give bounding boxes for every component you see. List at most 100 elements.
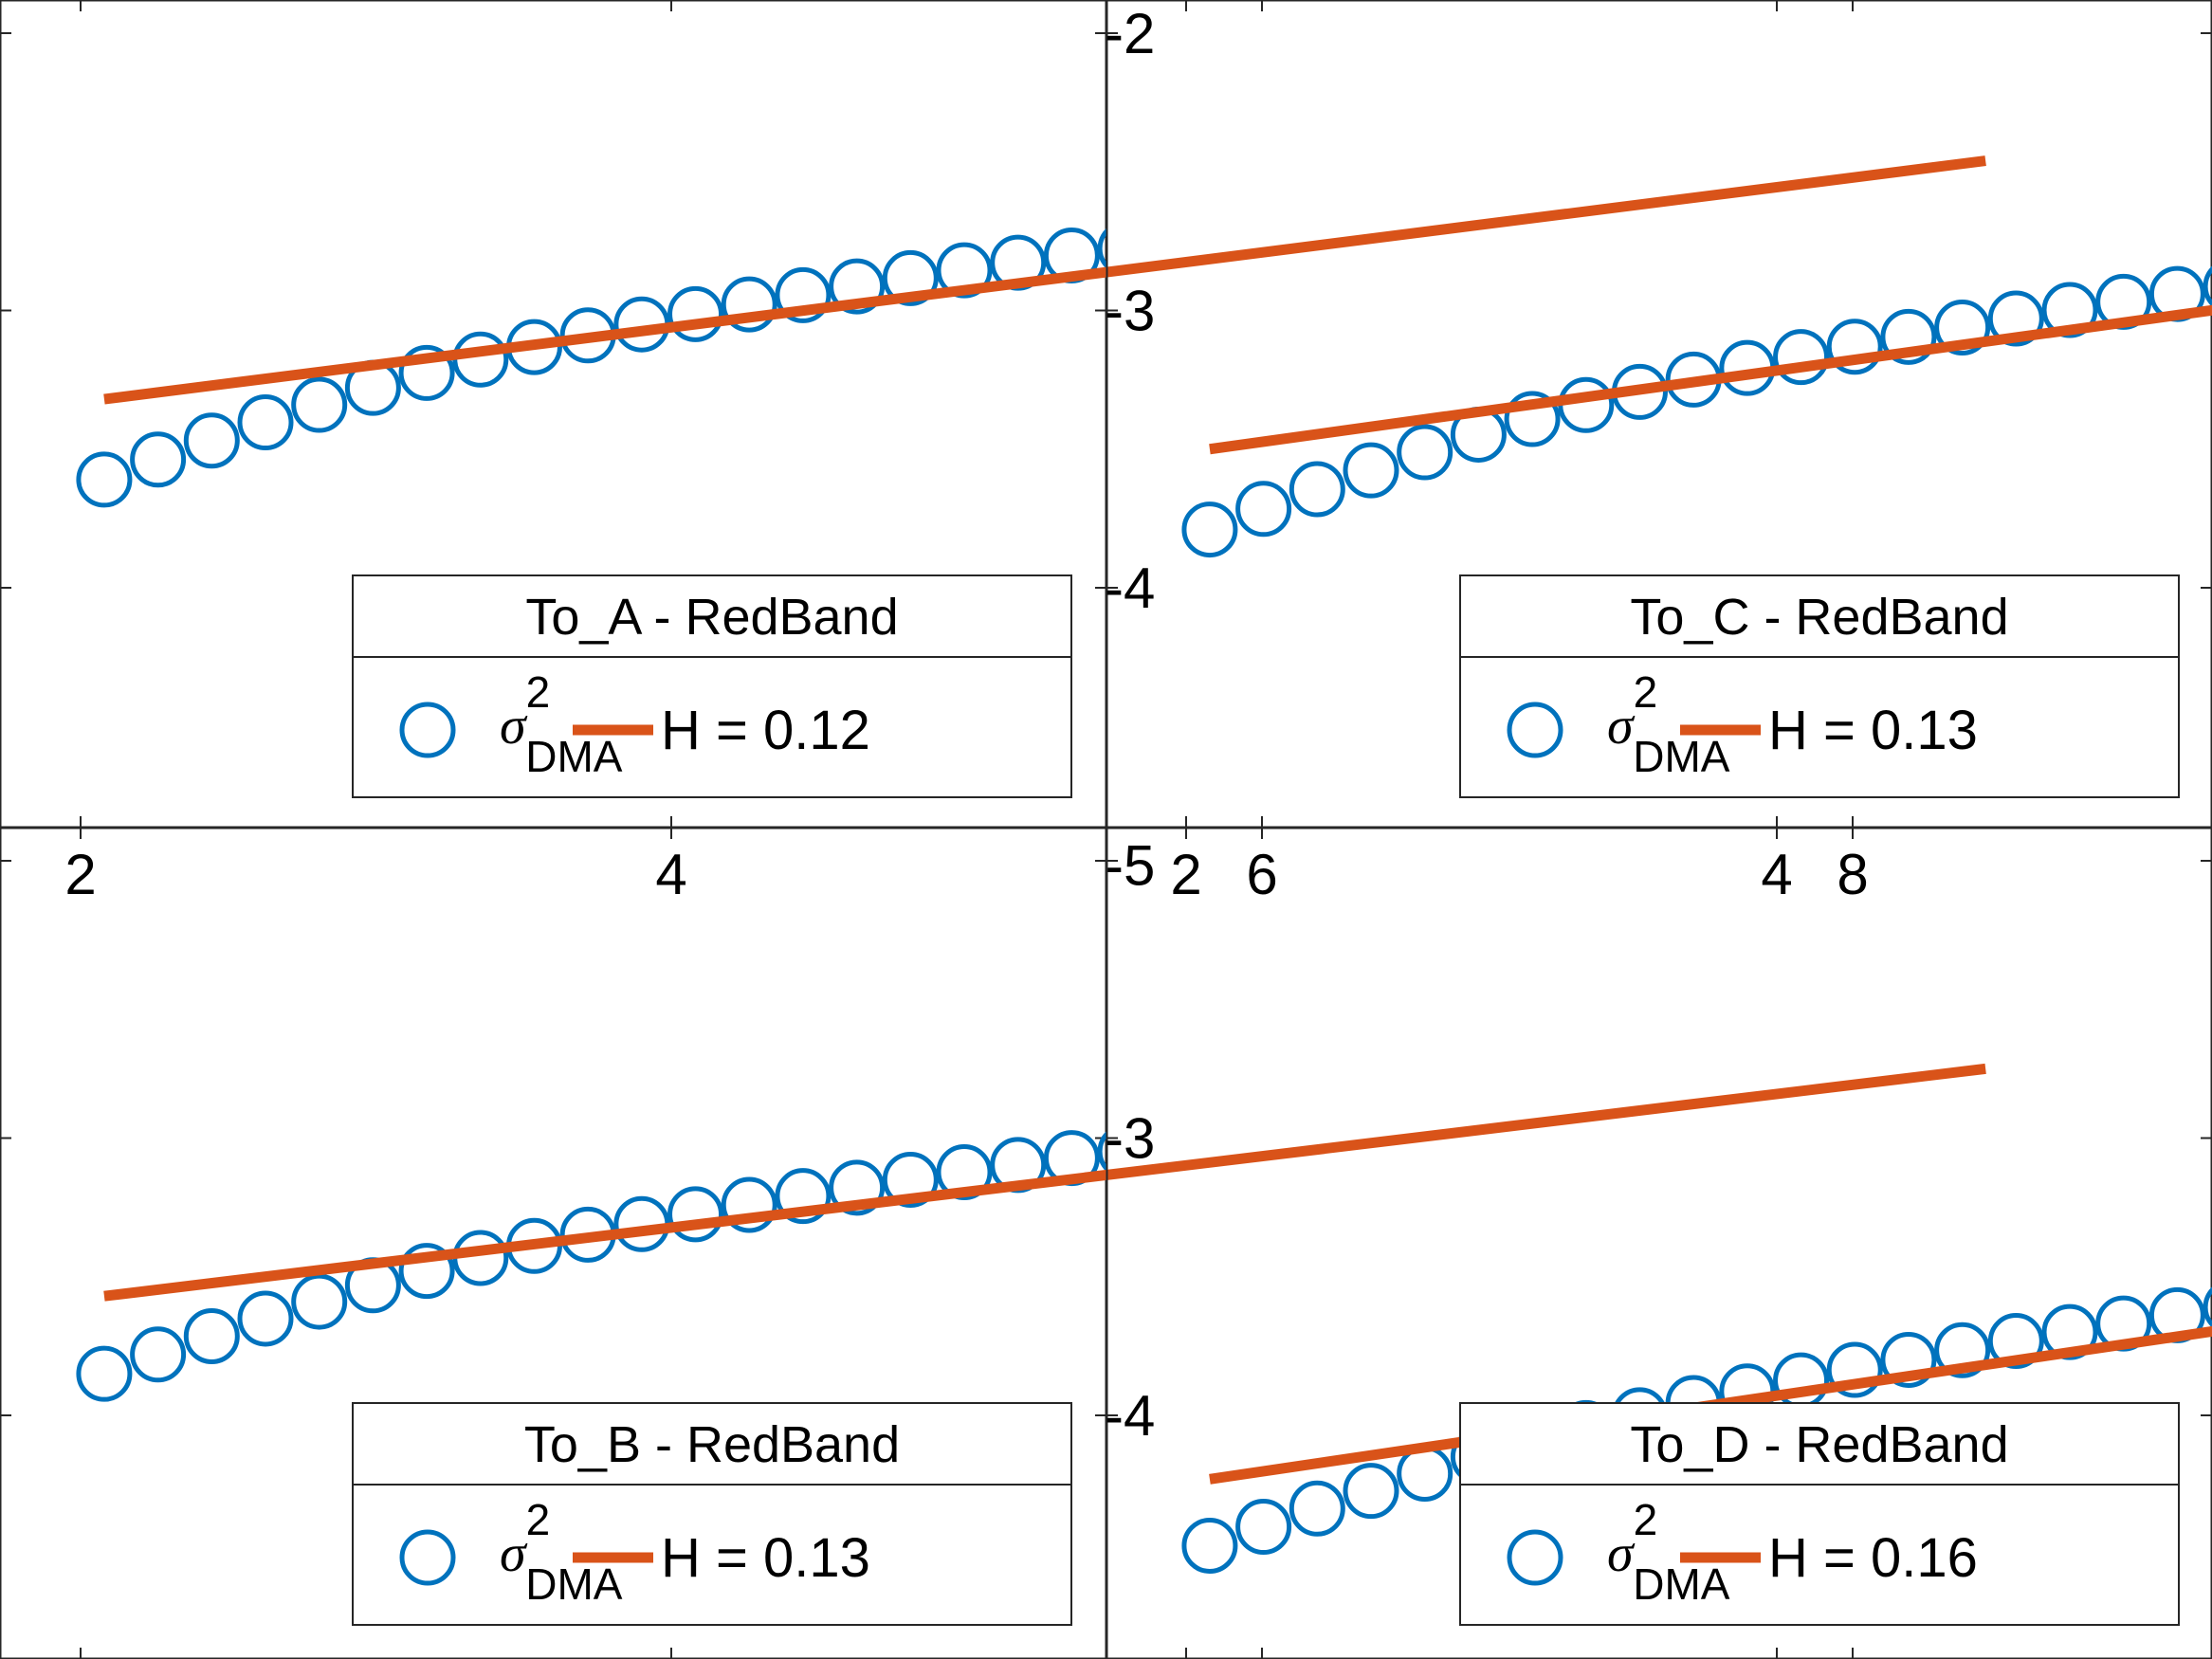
- legend-marker-icon: [399, 1529, 456, 1586]
- data-point: [1745, 155, 1796, 206]
- legend-box: [1459, 1402, 2180, 1626]
- data-point: [1826, 319, 1883, 375]
- data-point: [2041, 1304, 2098, 1360]
- data-point: [936, 242, 993, 299]
- data-point: [1235, 1499, 1292, 1556]
- legend: To_D - RedBand σ2 DMA H = 0.16: [1459, 1402, 2180, 1626]
- panel-d: To_D - RedBand σ2 DMA H = 0.16: [1106, 827, 2212, 1659]
- y-tick-label: -5: [1105, 834, 1155, 898]
- data-point: [2203, 265, 2212, 307]
- data-point: [237, 394, 294, 451]
- data-point: [1235, 481, 1292, 538]
- data-point: [2041, 282, 2098, 338]
- data-point: [398, 344, 455, 401]
- x-tick-label: 2: [64, 843, 96, 906]
- fit-line: [103, 1063, 1986, 1302]
- series-markers: [76, 127, 2011, 508]
- series-markers: [76, 1038, 2011, 1402]
- data-point: [76, 1345, 133, 1402]
- data-point: [291, 1273, 348, 1330]
- data-point: [183, 1307, 240, 1364]
- legend-title: To_C - RedBand: [1630, 589, 2008, 646]
- data-point: [237, 1290, 294, 1347]
- data-point: [1289, 461, 1345, 518]
- legend-marker-icon: [1507, 1529, 1563, 1586]
- data-point: [76, 451, 133, 508]
- data-point: [775, 1168, 832, 1225]
- legend-box: [352, 574, 1072, 798]
- data-point: [130, 1326, 187, 1383]
- legend-marker-label: σ2 DMA: [1607, 667, 1730, 781]
- data-point: [452, 331, 509, 388]
- x-tick-label: 8: [1837, 843, 1868, 906]
- data-point: [1880, 308, 1937, 365]
- data-point: [1880, 1331, 1937, 1388]
- data-point: [1691, 159, 1743, 210]
- data-point: [1960, 1038, 2011, 1089]
- panel-c: To_C - RedBand σ2 DMA H = 0.13: [1106, 0, 2212, 829]
- data-point: [1745, 1062, 1796, 1113]
- fit-line: [103, 155, 1986, 405]
- data-point: [1934, 1322, 1991, 1378]
- x-tick-label: 4: [655, 843, 686, 906]
- legend-title: To_D - RedBand: [1630, 1416, 2008, 1473]
- data-point: [882, 249, 939, 306]
- data-point: [829, 258, 886, 315]
- legend-line-label: H = 0.16: [1768, 1527, 1978, 1589]
- data-point: [936, 1143, 993, 1200]
- data-point: [1097, 1130, 1106, 1173]
- legend-box: [352, 1402, 1072, 1626]
- data-point: [667, 1186, 724, 1243]
- data-point: [1397, 424, 1453, 481]
- data-point: [882, 1151, 939, 1208]
- y-tick-label: -3: [1105, 280, 1155, 343]
- data-point: [1397, 1445, 1453, 1502]
- legend-marker-label: σ2 DMA: [500, 667, 623, 781]
- data-point: [1097, 228, 1106, 269]
- y-tick-label: -4: [1105, 1384, 1155, 1448]
- legend: To_B - RedBand σ2 DMA H = 0.13: [352, 1402, 1072, 1626]
- legend-marker-icon: [1507, 702, 1563, 758]
- legend-line-label: H = 0.13: [1768, 700, 1978, 761]
- panel-b: To_B - RedBand σ2 DMA H = 0.13: [0, 827, 2011, 1659]
- legend-title: To_B - RedBand: [524, 1416, 900, 1473]
- series-markers: [1181, 265, 2212, 558]
- data-point: [183, 412, 240, 469]
- data-point: [829, 1159, 886, 1216]
- legend: To_A - RedBand σ2 DMA H = 0.12: [352, 574, 1072, 798]
- y-tick-label: -4: [1105, 556, 1155, 620]
- x-tick-label: 4: [1761, 843, 1792, 906]
- data-point: [1343, 442, 1399, 499]
- legend-marker-icon: [399, 702, 456, 758]
- x-tick-label: 6: [1246, 843, 1277, 906]
- data-point: [775, 266, 832, 323]
- data-point: [130, 431, 187, 488]
- data-point: [667, 285, 724, 342]
- legend-box: [1459, 574, 2180, 798]
- data-point: [1558, 376, 1615, 433]
- panel-a: To_A - RedBand σ2 DMA H = 0.12: [0, 0, 2011, 829]
- legend-title: To_A - RedBand: [525, 589, 898, 646]
- data-point: [291, 376, 348, 433]
- y-tick-label: -2: [1105, 2, 1155, 65]
- data-point: [1343, 1463, 1399, 1520]
- data-point: [721, 276, 777, 333]
- legend-marker-label: σ2 DMA: [1607, 1495, 1730, 1609]
- data-point: [1987, 1313, 2044, 1370]
- legend-line-label: H = 0.13: [661, 1527, 870, 1589]
- fit-line: [1209, 304, 2212, 455]
- data-point: [1960, 127, 2011, 178]
- data-point: [1826, 1341, 1883, 1398]
- x-tick-label: 2: [1170, 843, 1201, 906]
- data-point: [1773, 329, 1830, 386]
- data-point: [1934, 299, 1991, 356]
- legend-marker-label: σ2 DMA: [500, 1495, 623, 1609]
- legend: To_C - RedBand σ2 DMA H = 0.13: [1459, 574, 2180, 798]
- y-tick-label: -3: [1105, 1107, 1155, 1171]
- data-point: [1504, 391, 1561, 447]
- legend-line-label: H = 0.12: [661, 700, 870, 761]
- data-point: [1181, 501, 1238, 558]
- data-point: [398, 1243, 455, 1300]
- data-point: [1181, 1517, 1238, 1574]
